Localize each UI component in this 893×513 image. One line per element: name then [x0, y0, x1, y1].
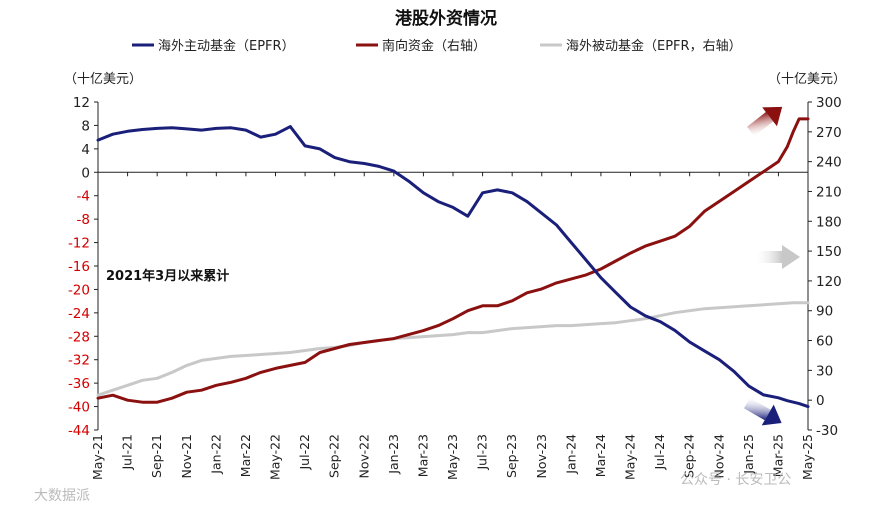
- x-tick-label: Nov-21: [179, 434, 194, 478]
- axes: 12840-4-8-12-16-20-24-28-32-36-40-443002…: [68, 95, 842, 480]
- x-tick-label: May-23: [445, 434, 460, 480]
- left-tick-label: 12: [73, 95, 90, 111]
- right-tick-label: 120: [816, 274, 842, 290]
- x-tick-label: Jan-22: [208, 434, 223, 475]
- left-tick-label: -8: [77, 212, 90, 228]
- watermark-left: 大数据派: [34, 488, 90, 504]
- left-tick-label: -28: [68, 329, 90, 345]
- x-tick-label: Mar-22: [238, 434, 253, 477]
- series-line-0: [96, 125, 810, 409]
- right-unit-label: （十亿美元）: [768, 72, 846, 87]
- x-tick-label: Mar-24: [593, 434, 608, 477]
- right-tick-label: 210: [816, 184, 842, 200]
- x-tick-label: Sep-21: [149, 434, 164, 478]
- left-tick-label: -36: [68, 376, 90, 392]
- right-tick-label: 180: [816, 214, 842, 230]
- left-tick-label: -32: [68, 353, 90, 369]
- x-tick-label: Sep-24: [682, 434, 697, 478]
- x-tick-label: May-22: [268, 434, 283, 480]
- left-tick-label: -16: [68, 259, 90, 275]
- x-tick-label: Jan-25: [741, 434, 756, 475]
- right-tick-label: 60: [816, 334, 833, 350]
- legend-label-0: 海外主动基金（EPFR）: [158, 38, 295, 54]
- x-tick-label: Nov-22: [356, 434, 371, 478]
- x-tick-label: Jul-21: [120, 434, 135, 471]
- cumulative-annotation: 2021年3月以来累计: [106, 268, 229, 284]
- legend-label-1: 南向资金（右轴）: [382, 38, 486, 54]
- x-tick-label: May-24: [623, 434, 638, 480]
- left-tick-label: -24: [68, 306, 90, 322]
- left-tick-label: -4: [77, 189, 90, 205]
- right-tick-label: -30: [816, 423, 838, 439]
- right-tick-label: 300: [816, 95, 842, 111]
- chart-title: 港股外资情况: [395, 8, 497, 29]
- right-tick-label: 270: [816, 125, 842, 141]
- x-tick-label: Nov-23: [534, 434, 549, 478]
- x-tick-label: Jul-23: [475, 434, 490, 471]
- left-tick-label: -40: [68, 400, 90, 416]
- trend-arrow-southbound-icon: [746, 106, 783, 137]
- trend-arrow-passive-icon: [756, 245, 800, 269]
- right-tick-label: 30: [816, 363, 833, 379]
- series-line-2: [96, 301, 810, 397]
- x-tick-label: Jan-24: [563, 434, 578, 475]
- right-tick-label: 240: [816, 155, 842, 171]
- trend-arrow-active-icon: [743, 397, 782, 426]
- left-tick-label: 0: [81, 165, 90, 181]
- left-tick-label: -44: [68, 423, 90, 439]
- x-tick-label: Jan-23: [386, 434, 401, 475]
- left-unit-label: （十亿美元）: [64, 72, 142, 87]
- watermark-right: 公众号 · 长安卫公: [680, 472, 791, 488]
- x-tick-label: Sep-22: [327, 434, 342, 478]
- left-tick-label: 8: [81, 118, 90, 134]
- x-tick-label: Mar-23: [415, 434, 430, 477]
- x-tick-label: Nov-24: [711, 434, 726, 479]
- right-tick-label: 0: [816, 393, 825, 409]
- x-tick-label: Jul-22: [297, 434, 312, 471]
- right-tick-label: 90: [816, 304, 833, 320]
- x-tick-label: Sep-23: [504, 434, 519, 478]
- left-tick-label: -12: [68, 236, 90, 252]
- series-line-1: [96, 117, 810, 404]
- left-tick-label: 4: [81, 142, 90, 158]
- series-lines: [96, 117, 810, 409]
- left-tick-label: -20: [68, 282, 90, 298]
- x-tick-label: May-21: [90, 434, 105, 480]
- x-tick-label: Mar-25: [770, 434, 785, 477]
- right-tick-label: 150: [816, 244, 842, 260]
- x-tick-label: May-25: [800, 434, 815, 480]
- legend: 海外主动基金（EPFR） 南向资金（右轴） 海外被动基金（EPFR，右轴）: [132, 38, 742, 54]
- legend-label-2: 海外被动基金（EPFR，右轴）: [566, 38, 742, 54]
- x-tick-label: Jul-24: [652, 434, 667, 471]
